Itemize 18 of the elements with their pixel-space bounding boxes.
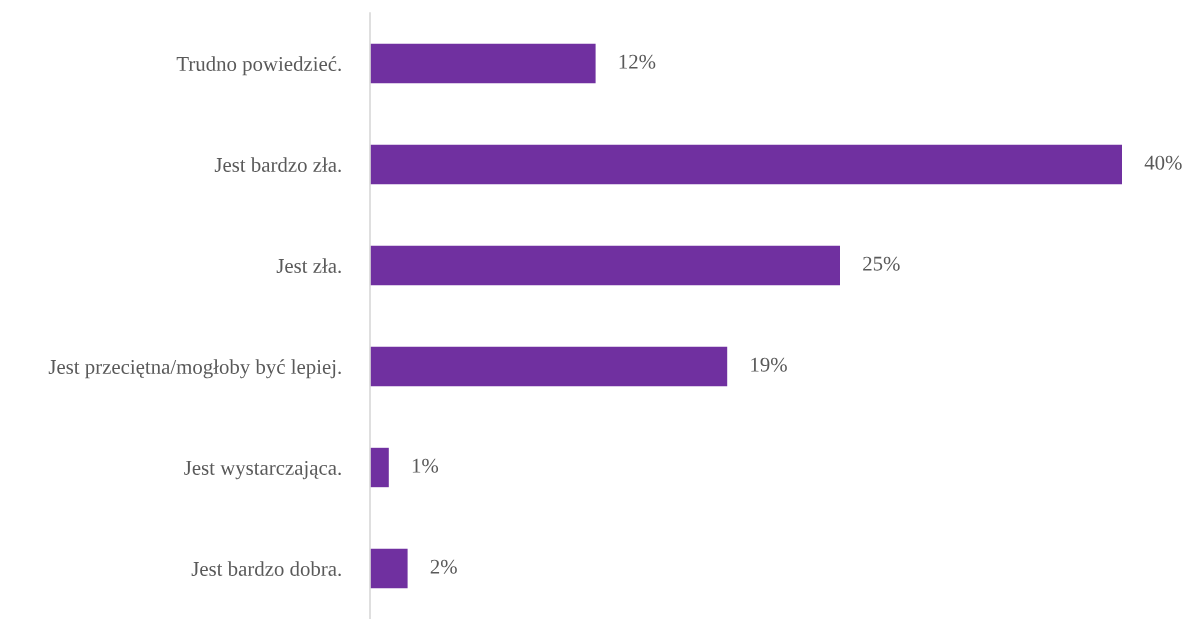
bar — [370, 346, 728, 387]
data-label: 40% — [1144, 155, 1182, 170]
bar — [370, 447, 389, 488]
y-tick-label: Jest zła. — [276, 258, 341, 274]
data-label: 1% — [412, 458, 439, 473]
data-label: 2% — [430, 559, 457, 574]
bar — [370, 43, 596, 84]
y-tick-label: Jest bardzo zła. — [214, 157, 341, 173]
y-tick-label: Jest przeciętna/mogłoby być lepiej. — [48, 359, 341, 379]
data-label: 12% — [619, 54, 656, 69]
data-label: 25% — [863, 256, 900, 271]
data-label: 19% — [751, 357, 787, 372]
bar — [370, 144, 1122, 185]
y-tick-label: Jest bardzo dobra. — [191, 561, 341, 577]
y-tick-label: Trudno powiedzieć. — [176, 56, 341, 76]
bar — [370, 245, 840, 286]
bar — [370, 548, 408, 589]
y-tick-label: Jest wystarczająca. — [184, 460, 341, 480]
